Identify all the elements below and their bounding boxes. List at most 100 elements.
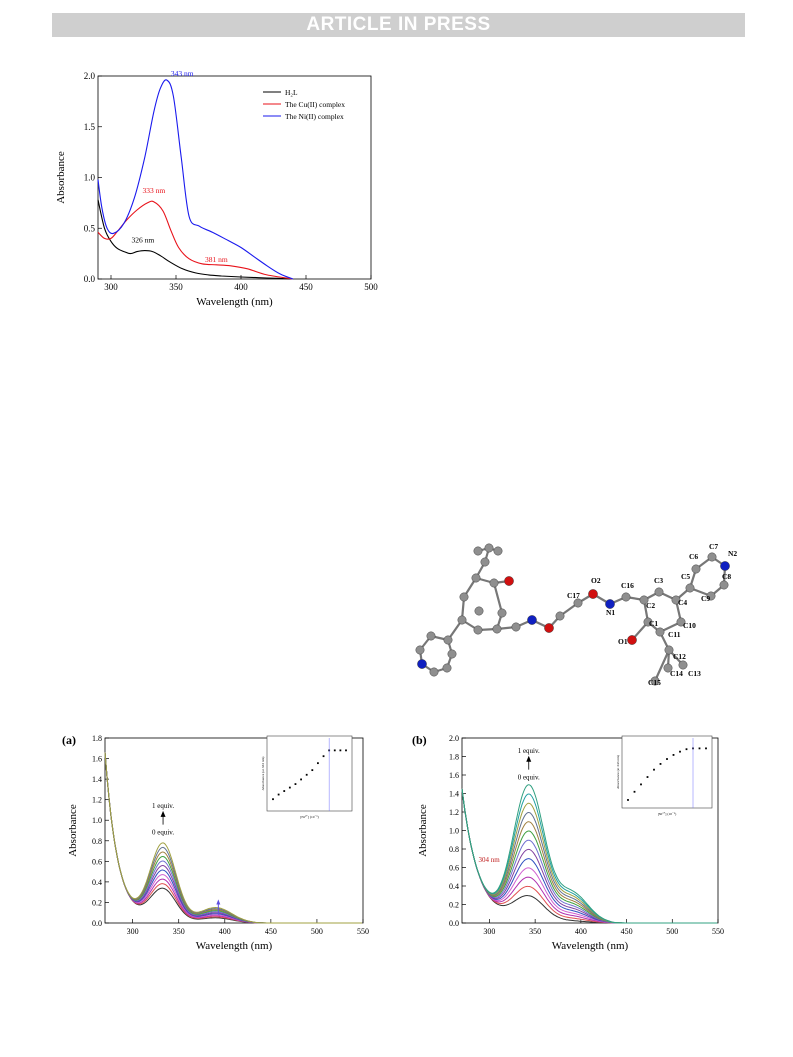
inset-point-8 <box>317 762 319 765</box>
atom-label: C9 <box>701 594 710 603</box>
article-in-press-banner: ARTICLE IN PRESS <box>52 13 745 37</box>
x-tick-label: 300 <box>104 282 118 292</box>
inset-point-8 <box>679 750 681 753</box>
equiv-label-initial: 0 equiv. <box>152 829 174 837</box>
atom-c <box>426 631 436 641</box>
titration-curve-9 <box>461 788 718 924</box>
atom-c <box>484 543 494 553</box>
atom-label: C2 <box>646 601 655 610</box>
atom-label: C14 <box>670 669 683 678</box>
series-line-0 <box>97 199 294 280</box>
peak-label-2: 326 nm <box>131 236 154 245</box>
x-tick-label: 500 <box>364 282 378 292</box>
y-tick-label: 2.0 <box>449 734 459 743</box>
atom-c <box>685 583 695 593</box>
x-tick-label: 350 <box>173 927 185 936</box>
inset-point-3 <box>646 776 649 778</box>
atom-label: C4 <box>678 598 687 607</box>
equiv-label-initial: 0 equiv. <box>518 774 540 782</box>
x-tick-label: 300 <box>127 927 139 936</box>
atom-c <box>443 635 453 645</box>
series-line-1 <box>97 200 294 280</box>
x-axis-label: Wavelength (nm) <box>196 940 273 952</box>
atom-label: C12 <box>673 652 686 661</box>
atom-c <box>493 546 503 556</box>
atom-c <box>621 592 631 602</box>
inset-point-2 <box>640 783 642 786</box>
x-tick-label: 550 <box>712 927 724 936</box>
atom-c <box>471 573 481 583</box>
inset-frame <box>266 735 353 812</box>
atom-label: C13 <box>688 669 701 678</box>
inset-point-9 <box>685 748 688 751</box>
legend-entry-2: The Ni(II) complex <box>285 112 344 121</box>
peak-label-0: 343 nm <box>171 69 194 78</box>
bond <box>653 649 671 682</box>
atom-label: C8 <box>722 572 731 581</box>
x-tick-label: 300 <box>483 927 495 936</box>
y-tick-label: 0.5 <box>84 223 96 233</box>
titration-curve-5 <box>461 788 718 924</box>
peak-label-3: 381 nm <box>205 255 228 264</box>
titration-curve-2 <box>461 788 718 924</box>
atom-c <box>678 660 688 670</box>
inset-point-12 <box>339 749 342 752</box>
titration-curve-8 <box>461 788 718 924</box>
y-tick-label: 0.2 <box>92 898 102 907</box>
isosbestic-label: 304 nm <box>478 856 500 864</box>
panel-label: (b) <box>412 733 427 747</box>
atom-c <box>457 615 467 625</box>
y-tick-label: 0.4 <box>92 878 102 887</box>
atom-c <box>650 676 660 686</box>
atom-c <box>639 595 649 605</box>
atom-c <box>655 627 665 637</box>
atom-c <box>480 557 490 567</box>
y-tick-label: 1.0 <box>449 827 459 836</box>
inset-point-2 <box>283 790 286 792</box>
atom-c <box>511 622 521 632</box>
atom-label: O2 <box>591 576 601 585</box>
atom-o <box>588 589 598 599</box>
titration-chart-b: 300 350 400 450 500 550 0.0 0.2 0.4 0.6 0.8 1.0 1.2 1… <box>412 733 724 952</box>
inset-point-6 <box>305 773 308 776</box>
inset-x-label: [Ni²⁺] (10⁻⁵) <box>300 815 319 819</box>
inset-point-4 <box>653 768 655 771</box>
y-tick-label: 1.8 <box>449 753 459 762</box>
inset-point-1 <box>277 793 280 796</box>
y-tick-label: 0.0 <box>92 919 102 928</box>
atom-o <box>504 576 514 586</box>
atom-label: C6 <box>689 552 698 561</box>
y-tick-label: 1.5 <box>84 122 96 132</box>
titration-chart-a: 300 350 400 450 500 550 0.0 0.2 0.4 0.6 0.8 1.0 1.2 1… <box>62 733 369 952</box>
atom-n <box>527 615 537 625</box>
x-tick-label: 500 <box>666 927 678 936</box>
atom-c <box>555 611 565 621</box>
atom-c <box>474 606 484 616</box>
atom-c <box>473 546 483 556</box>
inset-point-3 <box>288 786 291 789</box>
atom-n <box>720 561 730 571</box>
y-tick-label: 1.0 <box>84 173 96 183</box>
titration-curve-7 <box>461 788 718 924</box>
atom-label: C3 <box>654 576 663 585</box>
x-tick-label: 450 <box>299 282 313 292</box>
atom-label: N1 <box>606 608 615 617</box>
y-tick-label: 0.6 <box>92 857 102 866</box>
x-tick-label: 550 <box>357 927 369 936</box>
y-tick-label: 1.2 <box>449 808 459 817</box>
atom-label: C17 <box>567 591 580 600</box>
inset-point-13 <box>345 749 347 752</box>
atom-o <box>627 635 637 645</box>
atom-o <box>544 623 554 633</box>
series-line-2 <box>97 79 294 280</box>
atom-label: O1 <box>618 637 628 646</box>
inset-y-label: Absorbance (at 333 nm) <box>261 756 265 791</box>
shoulder-arrowhead <box>216 899 221 905</box>
x-axis-label: Wavelength (nm) <box>552 940 629 952</box>
atom-c <box>671 595 681 605</box>
inset-y-label: Absorbance (at 343 nm) <box>616 754 620 789</box>
inset-frame <box>621 735 713 809</box>
atom-c <box>676 617 686 627</box>
equiv-label-final: 1 equiv. <box>152 802 174 810</box>
titration-curve-4 <box>461 788 718 924</box>
